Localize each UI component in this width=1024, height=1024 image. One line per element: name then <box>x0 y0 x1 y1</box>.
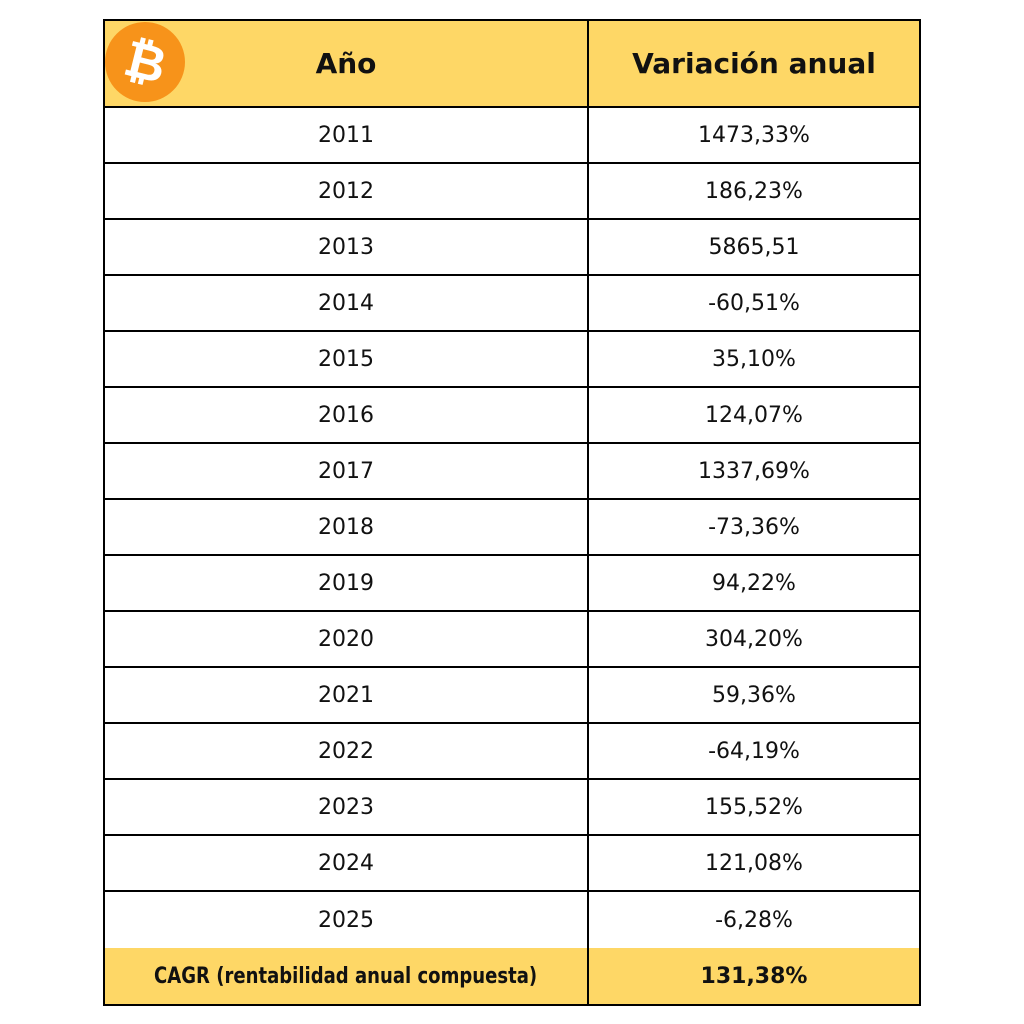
header-variation: Variación anual <box>632 47 876 80</box>
variation-cell: 59,36% <box>712 682 796 708</box>
year-cell: 2012 <box>105 164 589 218</box>
year-cell: 2019 <box>105 556 589 610</box>
year-cell: 2011 <box>105 108 589 162</box>
variation-cell: -64,19% <box>708 738 800 764</box>
variation-cell: 155,52% <box>705 794 803 820</box>
year-cell: 2015 <box>105 332 589 386</box>
variation-cell: 304,20% <box>705 626 803 652</box>
table-row: 2015 35,10% <box>105 332 919 388</box>
variation-cell: -60,51% <box>708 290 800 316</box>
variation-cell: 5865,51 <box>708 234 800 260</box>
variation-cell: 1337,69% <box>698 458 810 484</box>
table-row: 2014 -60,51% <box>105 276 919 332</box>
table-row: 2025 -6,28% <box>105 892 919 948</box>
variation-cell: 186,23% <box>705 178 803 204</box>
table-body: 2011 1473,33% 2012 186,23% 2013 5865,51 2014 -6… <box>105 108 919 948</box>
variation-cell: 124,07% <box>705 402 803 428</box>
year-cell: 2024 <box>105 836 589 890</box>
table-row: 2011 1473,33% <box>105 108 919 164</box>
table-row: 2023 155,52% <box>105 780 919 836</box>
year-cell: 2016 <box>105 388 589 442</box>
table-row: 2016 124,07% <box>105 388 919 444</box>
year-cell: 2021 <box>105 668 589 722</box>
table-row: 2019 94,22% <box>105 556 919 612</box>
table-row: 2018 -73,36% <box>105 500 919 556</box>
year-cell: 2022 <box>105 724 589 778</box>
year-cell: 2025 <box>105 892 589 948</box>
table-row: 2012 186,23% <box>105 164 919 220</box>
year-cell: 2013 <box>105 220 589 274</box>
cagr-value: 131,38% <box>700 963 808 989</box>
bitcoin-icon: ₿ <box>105 22 185 102</box>
table-row: 2022 -64,19% <box>105 724 919 780</box>
table-header: Año Variación anual <box>105 21 919 108</box>
year-cell: 2017 <box>105 444 589 498</box>
variation-cell: 94,22% <box>712 570 796 596</box>
header-year: Año <box>105 21 589 106</box>
table-footer: CAGR (rentabilidad anual compuesta) 131,… <box>105 948 919 1004</box>
year-cell: 2018 <box>105 500 589 554</box>
table-row: 2013 5865,51 <box>105 220 919 276</box>
table-row: 2020 304,20% <box>105 612 919 668</box>
cagr-label: CAGR (rentabilidad anual compuesta) <box>154 963 538 989</box>
variation-cell: -6,28% <box>715 907 793 933</box>
variation-cell: 1473,33% <box>698 122 810 148</box>
table-row: 2017 1337,69% <box>105 444 919 500</box>
year-cell: 2023 <box>105 780 589 834</box>
year-cell: 2014 <box>105 276 589 330</box>
table-row: 2024 121,08% <box>105 836 919 892</box>
variation-cell: 35,10% <box>712 346 796 372</box>
returns-table: Año Variación anual 2011 1473,33% 2012 186,… <box>103 19 921 1006</box>
variation-cell: -73,36% <box>708 514 800 540</box>
variation-cell: 121,08% <box>705 850 803 876</box>
table-row: 2021 59,36% <box>105 668 919 724</box>
year-cell: 2020 <box>105 612 589 666</box>
